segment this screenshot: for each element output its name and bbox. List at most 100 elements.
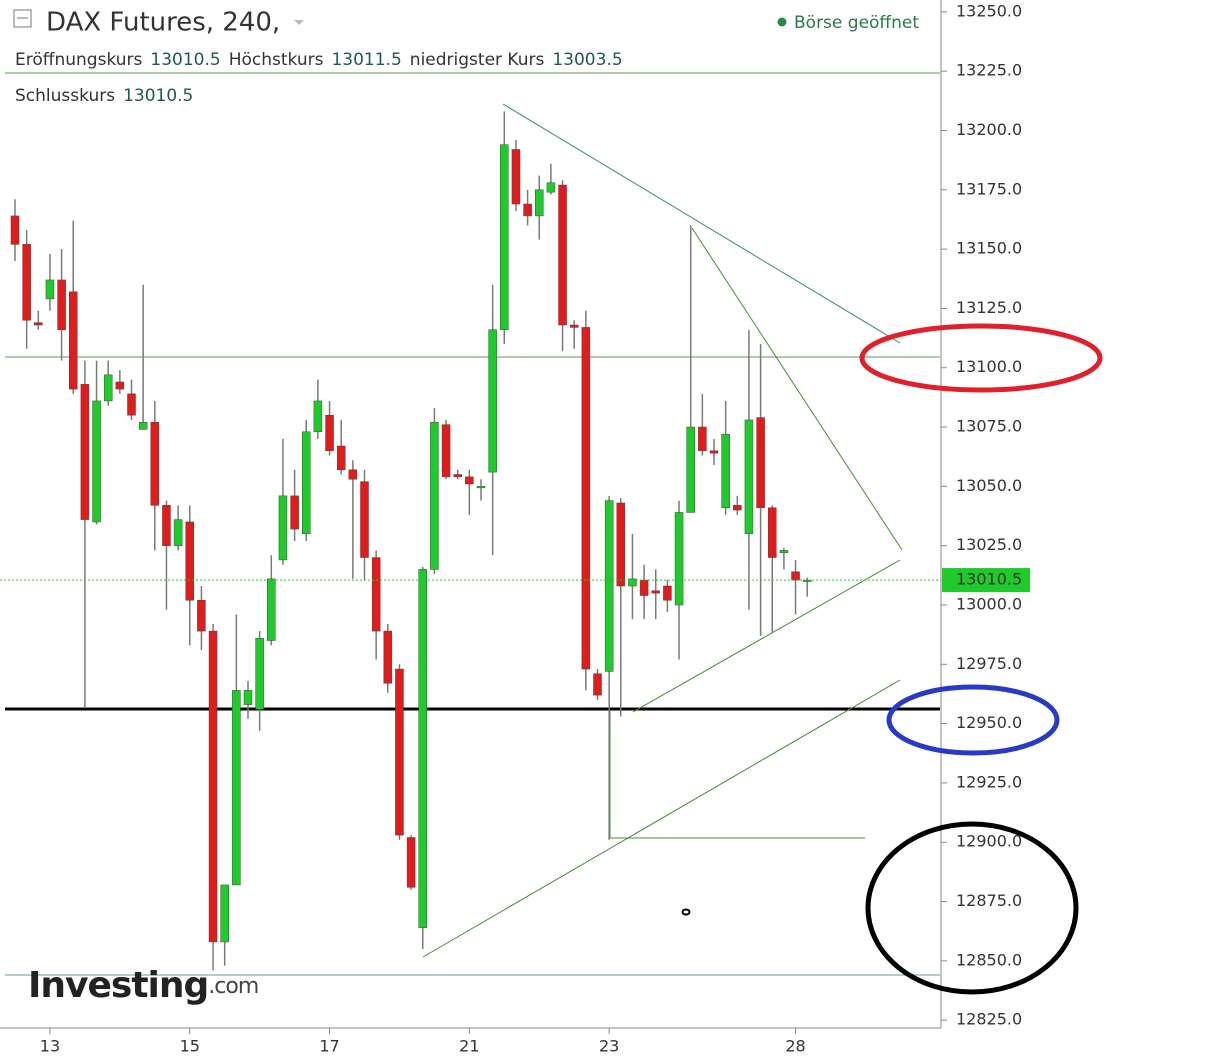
candle-body [360,481,369,558]
candle-body [220,884,229,943]
candle-body [779,550,789,554]
market-status: Börse geöffnet [794,13,919,33]
last-price-box [942,568,1030,593]
trend-line [632,559,901,713]
label: niedrigster Kurs [410,50,545,70]
y-tick-label: 13200.0 [956,120,1022,139]
candle-body [302,431,311,535]
candle-body [267,578,276,641]
y-tick-label: 13100.0 [956,357,1022,376]
candle-body [488,329,497,473]
candle-body [500,144,509,331]
candle-body [278,495,288,561]
y-tick-label: 12975.0 [956,654,1022,673]
candle-body [628,578,637,587]
candle-body [406,837,416,888]
close-line: Schlusskurs 13010.5 [15,86,193,106]
x-tick-label: 15 [180,1037,200,1056]
y-tick-label: 13050.0 [956,476,1022,495]
candle-body [802,579,812,582]
x-tick-label: 17 [319,1037,339,1056]
candle-body [441,424,451,478]
label: Eröffnungskurs [15,50,143,70]
trend-line [691,227,903,551]
trend-line [422,679,901,958]
candle-body [721,433,730,508]
candle-body [197,599,206,632]
candle-body [430,422,439,570]
candle-body [616,502,626,587]
candle-body [22,244,31,321]
candle-body [465,476,474,485]
dropdown[interactable] [294,20,304,25]
value: 13010.5 [123,86,193,106]
x-tick-label: 13 [40,1037,60,1056]
highlight-circle [886,684,1060,756]
highlight-circle [865,821,1079,995]
candle-body [511,149,521,205]
candle-body [57,279,66,331]
menu-button[interactable] [13,9,32,28]
candle-body [535,189,544,217]
candle-body [593,673,602,696]
candle-body [569,324,579,328]
chart-title: DAX Futures, 240, [46,8,280,38]
candle-body [34,322,43,326]
y-tick-label: 12850.0 [956,950,1022,969]
logo: Investing.com [28,965,258,1006]
drawings [5,72,940,976]
value: 13003.5 [552,50,622,70]
y-tick-label: 12825.0 [956,1010,1022,1029]
candle-body [290,495,299,530]
candle-body [744,419,754,535]
candle-body [756,417,765,508]
candle-body [185,521,194,601]
candle-body [173,519,183,546]
candle-body [10,215,20,245]
logo-name: Investing [28,965,208,1006]
candle-body [791,571,800,581]
candle-body [127,393,136,416]
candle-body [162,505,171,546]
y-tick-label: 13075.0 [956,417,1022,436]
candle-body [138,422,148,430]
candle-body [581,327,591,670]
value: 13010.5 [150,50,220,70]
label: Schlusskurs [15,86,115,106]
candle-body [674,512,684,606]
x-tick-label: 21 [459,1037,479,1056]
measure-line [609,710,865,839]
candle-body [418,569,427,928]
candle-body [115,381,125,390]
candle-body [150,422,160,506]
x-tick-label: 28 [785,1037,805,1056]
y-tick-label: 12900.0 [956,832,1022,851]
candle-body [768,507,777,558]
candle-body [336,445,346,471]
candle-body [45,279,55,300]
value: 13011.5 [331,50,401,70]
candle-body [255,637,264,710]
highlight-circle [859,323,1103,393]
x-tick-label: 23 [599,1037,619,1056]
candle-body [639,579,649,596]
status-dot [777,17,787,27]
label: Höchstkurs [229,50,324,70]
candle-body [325,414,334,452]
candle-body [523,203,532,217]
y-tick-label: 12950.0 [956,713,1022,732]
candle-body [80,384,90,520]
candle-body [453,474,462,478]
last-price-label: 13010.5 [956,570,1022,589]
candle-body [686,426,695,513]
candle-body [208,630,218,943]
trend-line [502,103,901,344]
y-tick-label: 13025.0 [956,535,1022,554]
candle-body [698,426,707,452]
candle-body [243,690,253,705]
marker [681,908,691,916]
y-tick-label: 13000.0 [956,594,1022,613]
candle-body [313,400,323,433]
candle-body [651,590,660,594]
candle-body [395,668,404,836]
